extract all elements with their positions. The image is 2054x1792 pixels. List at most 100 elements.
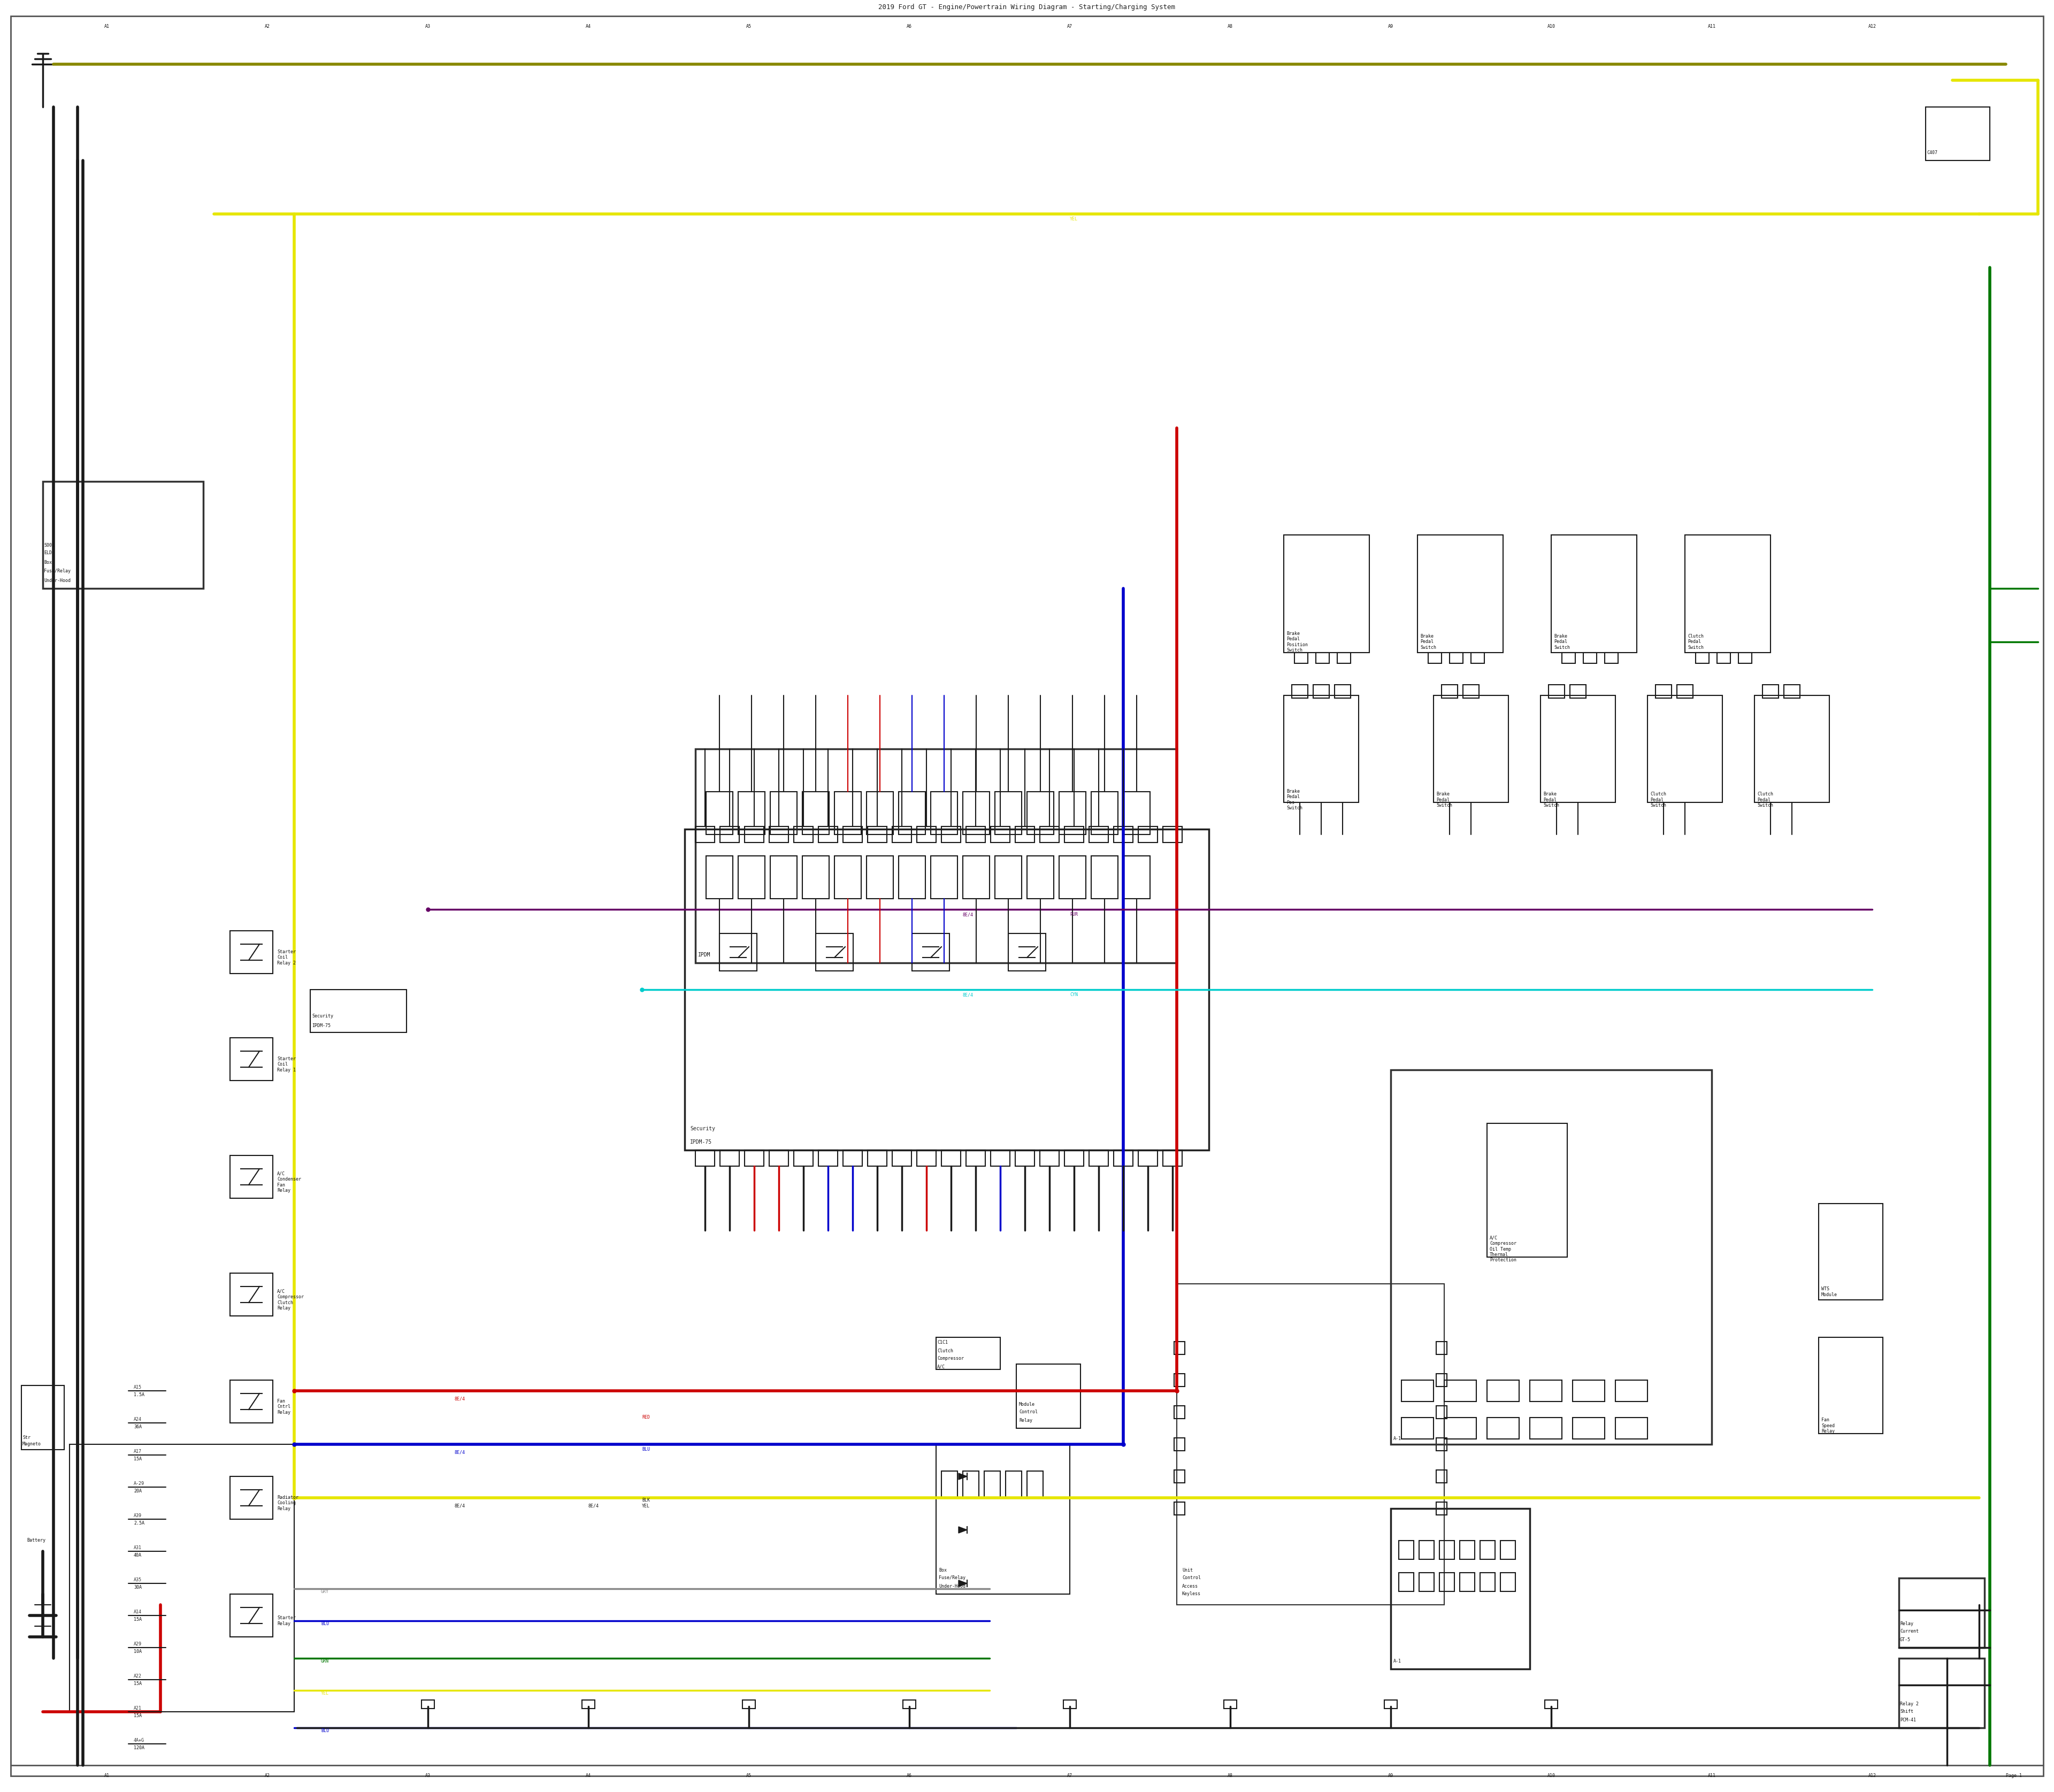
Bar [1440, 1541, 1454, 1559]
Bar [1460, 1573, 1475, 1591]
Text: 40A: 40A [134, 1554, 142, 1557]
Bar [1530, 1417, 1561, 1439]
Text: Brake
Pedal
Position
Switch: Brake Pedal Position Switch [1286, 631, 1308, 652]
Bar [1436, 1437, 1446, 1452]
Text: Brake
Pedal
Switch: Brake Pedal Switch [1555, 634, 1569, 650]
Bar [1783, 685, 1799, 699]
Text: A10: A10 [1547, 1774, 1555, 1778]
Bar [1060, 857, 1087, 898]
Bar [1027, 1471, 1043, 1498]
Text: 2019 Ford GT - Engine/Powertrain Wiring Diagram - Starting/Charging System: 2019 Ford GT - Engine/Powertrain Wiring … [879, 4, 1175, 11]
Text: S001: S001 [43, 543, 55, 548]
Bar [1436, 1342, 1446, 1355]
Text: A-1: A-1 [1393, 1437, 1401, 1441]
Bar [930, 857, 957, 898]
Bar [937, 1337, 1000, 1369]
Text: Starter
Coil
Relay 1: Starter Coil Relay 1 [277, 1057, 296, 1072]
Bar [721, 826, 739, 842]
Bar [1384, 1701, 1397, 1708]
Bar [707, 857, 733, 898]
Bar [1417, 536, 1504, 652]
Bar [965, 1150, 986, 1167]
Bar [1284, 536, 1370, 652]
Bar [1481, 1541, 1495, 1559]
Text: A21: A21 [134, 1706, 142, 1711]
Bar [1460, 1541, 1475, 1559]
Text: Shift: Shift [1900, 1710, 1914, 1715]
Bar [21, 1385, 64, 1450]
Bar [581, 1701, 596, 1708]
Text: A/C
Condenser
Fan
Relay: A/C Condenser Fan Relay [277, 1172, 302, 1193]
Text: A22: A22 [134, 1674, 142, 1679]
Bar [1487, 1124, 1567, 1256]
Text: A/C
Compressor
Clutch
Relay: A/C Compressor Clutch Relay [277, 1288, 304, 1310]
Bar [941, 1150, 961, 1167]
Text: Starter
Relay: Starter Relay [277, 1616, 296, 1625]
Text: 2.5A: 2.5A [134, 1521, 144, 1525]
Bar [1436, 1469, 1446, 1482]
Bar [1138, 826, 1158, 842]
Bar [1697, 652, 1709, 663]
Text: YEL: YEL [320, 1690, 329, 1695]
Bar [1039, 1150, 1060, 1167]
Text: Relay 2: Relay 2 [1900, 1701, 1918, 1706]
Text: 8E/4: 8E/4 [963, 912, 974, 918]
Text: Clutch
Pedal
Switch: Clutch Pedal Switch [1756, 792, 1773, 808]
Bar [1440, 1573, 1454, 1591]
Text: Magneto: Magneto [23, 1443, 41, 1446]
Bar [1545, 1701, 1557, 1708]
Text: A-29: A-29 [134, 1482, 144, 1486]
Bar [719, 934, 756, 971]
Text: Control: Control [1019, 1410, 1037, 1414]
Bar [963, 857, 990, 898]
Bar [1481, 1573, 1495, 1591]
Bar [1604, 652, 1619, 663]
Text: A2: A2 [265, 25, 271, 29]
Bar [1614, 1380, 1647, 1401]
Text: GRY: GRY [320, 1590, 329, 1593]
Bar [737, 857, 764, 898]
Text: Compressor: Compressor [937, 1357, 963, 1362]
Bar [912, 934, 949, 971]
Bar [1898, 1658, 1984, 1727]
Text: Under-Hood: Under-Hood [939, 1584, 965, 1588]
Bar [1113, 826, 1134, 842]
Text: Clutch: Clutch [937, 1348, 953, 1353]
Bar [770, 857, 797, 898]
Text: A11: A11 [1707, 1774, 1715, 1778]
Text: YEL: YEL [1070, 217, 1078, 222]
Text: Brake
Pedal
Pos
Switch: Brake Pedal Pos Switch [1286, 788, 1302, 810]
Bar [1113, 1150, 1134, 1167]
Text: WTS
Module: WTS Module [1822, 1287, 1838, 1297]
Text: BLU: BLU [320, 1622, 329, 1625]
Bar [1091, 857, 1117, 898]
Bar [707, 792, 733, 835]
Text: Radiator
Cooling
Relay: Radiator Cooling Relay [277, 1495, 298, 1511]
Bar [803, 792, 830, 835]
Bar [1487, 1417, 1520, 1439]
Bar [937, 1444, 1070, 1595]
Text: A35: A35 [134, 1577, 142, 1582]
Bar [696, 826, 715, 842]
Bar [817, 1150, 838, 1167]
Bar [867, 1150, 887, 1167]
Text: 8E/4: 8E/4 [587, 1503, 600, 1509]
Bar [1027, 792, 1054, 835]
Text: A3: A3 [425, 25, 431, 29]
Bar [1138, 1150, 1158, 1167]
Bar [230, 1272, 273, 1315]
Text: A5: A5 [746, 25, 752, 29]
Bar [1124, 857, 1150, 898]
Bar [891, 826, 912, 842]
Bar [1684, 536, 1771, 652]
Bar [696, 1150, 715, 1167]
Text: Fuse/Relay: Fuse/Relay [43, 568, 70, 573]
Bar [1163, 1150, 1183, 1167]
Text: IPDM: IPDM [698, 952, 711, 957]
Text: A1: A1 [105, 1774, 109, 1778]
Text: 8E/4: 8E/4 [963, 993, 974, 998]
Text: A6: A6 [906, 25, 912, 29]
Text: Brake
Pedal
Switch: Brake Pedal Switch [1419, 634, 1436, 650]
Text: IPDM-75: IPDM-75 [312, 1023, 331, 1029]
Bar [1450, 652, 1462, 663]
